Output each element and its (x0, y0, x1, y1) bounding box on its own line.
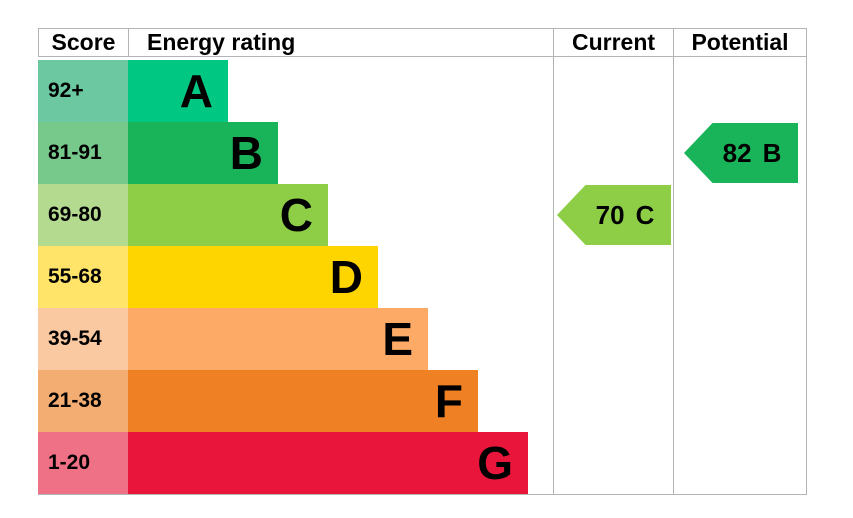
band-score-range: 55-68 (38, 246, 128, 308)
band-score-range: 21-38 (38, 370, 128, 432)
potential-band-letter: B (762, 137, 782, 168)
band-bar: E (128, 308, 428, 370)
table-header-row: Score Energy rating Current Potential (38, 28, 807, 57)
band-score-range: 69-80 (38, 184, 128, 246)
band-score-range: 92+ (38, 60, 128, 122)
band-letter: G (477, 437, 513, 489)
band-bar: A (128, 60, 228, 122)
band-score-range: 81-91 (38, 122, 128, 184)
band-letter: A (179, 65, 213, 117)
band-row: 55-68 D (38, 246, 553, 308)
potential-score-value: 82 (722, 137, 752, 168)
band-bar: F (128, 370, 478, 432)
energy-rating-table: Score Energy rating Current Potential 92… (38, 28, 807, 495)
band-letter: C (279, 189, 313, 241)
band-letter: D (329, 251, 363, 303)
potential-rating-arrow: 82 B (684, 123, 798, 183)
band-row: 39-54 E (38, 308, 553, 370)
current-band-letter: C (635, 199, 655, 230)
rating-bands: 92+ A 81-91 B 69-80 C 55-68 D 39-54 E 21… (38, 57, 553, 494)
table-body: 92+ A 81-91 B 69-80 C 55-68 D 39-54 E 21… (38, 57, 807, 494)
band-bar: B (128, 122, 278, 184)
band-bar: G (128, 432, 528, 494)
band-row: 1-20 G (38, 432, 553, 494)
current-column: 70 C (553, 57, 673, 494)
band-row: 69-80 C (38, 184, 553, 246)
score-column-header: Score (38, 29, 128, 56)
band-row: 21-38 F (38, 370, 553, 432)
current-column-header: Current (553, 29, 673, 56)
band-score-range: 39-54 (38, 308, 128, 370)
band-letter: B (229, 127, 263, 179)
band-score-range: 1-20 (38, 432, 128, 494)
energy-rating-column-header: Energy rating (128, 29, 553, 56)
current-score-value: 70 (595, 199, 625, 230)
band-row: 81-91 B (38, 122, 553, 184)
band-bar: D (128, 246, 378, 308)
potential-column-header: Potential (673, 29, 807, 56)
band-letter: F (434, 375, 463, 427)
band-letter: E (382, 313, 413, 365)
band-row: 92+ A (38, 60, 553, 122)
band-bar: C (128, 184, 328, 246)
potential-column: 82 B (673, 57, 807, 494)
current-rating-arrow: 70 C (557, 185, 671, 245)
